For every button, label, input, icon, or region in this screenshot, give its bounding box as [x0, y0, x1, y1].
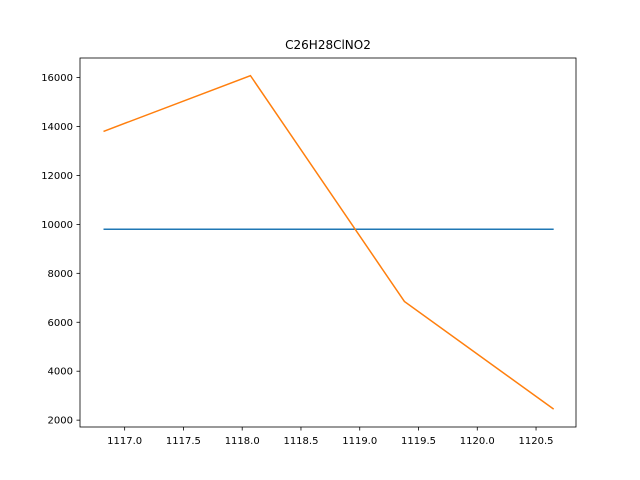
x-tick-label: 1117.0	[107, 436, 142, 447]
x-tick-label: 1119.5	[401, 436, 436, 447]
x-tick-label: 1117.5	[166, 436, 201, 447]
x-tick-label: 1118.5	[283, 436, 318, 447]
series-layer	[103, 74, 555, 410]
y-tick-label: 8000	[48, 269, 73, 280]
ticks-layer: 1117.0 1117.5 1118.0 1118.5 1119.0 1119.5 1120…	[41, 73, 553, 447]
y-tick-label: 14000	[41, 122, 73, 133]
x-tick-label: 1118.0	[225, 436, 260, 447]
y-tick-label: 16000	[41, 73, 73, 84]
y-tick-label: 10000	[41, 220, 73, 231]
y-tick-label: 4000	[48, 367, 73, 378]
x-tick-label: 1119.0	[342, 436, 377, 447]
y-tick-label: 12000	[41, 171, 73, 182]
chart-title: C26H28ClNO2	[285, 38, 371, 52]
x-tick-label: 1120.5	[519, 436, 554, 447]
y-tick-label: 6000	[48, 318, 73, 329]
y-tick-label: 2000	[48, 416, 73, 427]
x-tick-label: 1120.0	[460, 436, 495, 447]
series-line-2	[103, 74, 555, 410]
plot-area-frame	[79, 57, 577, 428]
